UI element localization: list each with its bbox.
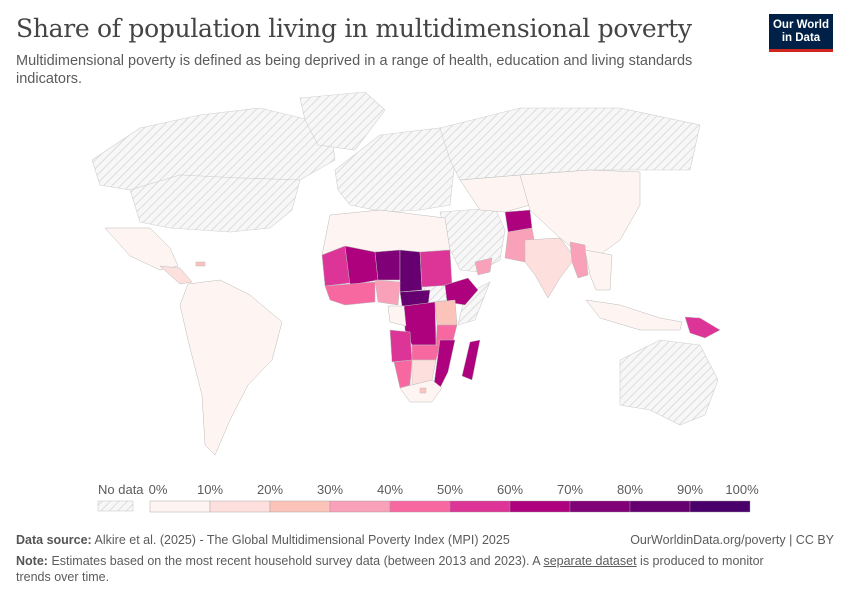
legend-bin-2[interactable]	[269, 500, 331, 513]
note-text: Estimates based on the most recent house…	[51, 554, 544, 568]
region-indonesia[interactable]	[585, 299, 683, 331]
legend-bin-7[interactable]	[569, 500, 631, 513]
region-australia[interactable]	[619, 339, 719, 426]
note-label: Note:	[16, 554, 48, 568]
legend-bin-4[interactable]	[389, 500, 451, 513]
note: Note: Estimates based on the most recent…	[16, 553, 796, 585]
region-greenland[interactable]	[299, 91, 386, 151]
chart-subtitle: Multidimensional poverty is defined as b…	[16, 53, 693, 87]
region-ethiopia[interactable]	[444, 277, 479, 306]
legend	[97, 500, 751, 513]
legend-tick-label: 40%	[376, 482, 404, 497]
region-chad[interactable]	[399, 249, 423, 293]
legend-no-data-swatch	[97, 500, 134, 512]
source-label: Data source:	[16, 533, 92, 547]
region-sudan[interactable]	[419, 249, 453, 288]
legend-bin-6[interactable]	[509, 500, 571, 513]
region-gabon-congo[interactable]	[387, 305, 407, 327]
legend-tick-label: 80%	[616, 482, 644, 497]
legend-tick-label: 0%	[148, 482, 168, 497]
region-mexico[interactable]	[104, 227, 179, 271]
legend-tick-label: 30%	[316, 482, 344, 497]
region-somalia[interactable]	[457, 281, 491, 326]
legend-bin-1[interactable]	[209, 500, 271, 513]
region-haiti[interactable]	[195, 261, 206, 267]
region-angola[interactable]	[389, 329, 413, 363]
region-mozambique[interactable]	[433, 339, 456, 389]
region-yemen[interactable]	[474, 257, 493, 276]
region-mali[interactable]	[344, 245, 379, 286]
note-text-end: is produced to monitor trends over time.	[16, 554, 764, 584]
legend-bin-9[interactable]	[689, 500, 751, 513]
region-central-america[interactable]	[159, 265, 193, 285]
legend-tick-label: 20%	[256, 482, 284, 497]
region-canada-alaska[interactable]	[91, 107, 336, 191]
region-myanmar[interactable]	[569, 241, 589, 279]
legend-bin-0[interactable]	[149, 500, 211, 513]
chart-title: Share of population living in multidimen…	[16, 14, 692, 43]
region-zambia[interactable]	[411, 344, 441, 361]
region-usa[interactable]	[129, 174, 301, 233]
legend-tick-label: 50%	[436, 482, 464, 497]
legend-tick-label: 10%	[196, 482, 224, 497]
owid-logo[interactable]: Our World in Data	[769, 14, 833, 52]
legend-tick-label: 90%	[676, 482, 704, 497]
region-eswatini-lesotho[interactable]	[419, 387, 427, 394]
legend-bin-5[interactable]	[449, 500, 511, 513]
region-southeast-asia[interactable]	[584, 249, 613, 291]
region-madagascar[interactable]	[461, 339, 481, 381]
data-source: Data source: Alkire et al. (2025) - The …	[16, 533, 510, 547]
legend-tick-label: 70%	[556, 482, 584, 497]
region-russia[interactable]	[439, 107, 701, 181]
legend-bin-3[interactable]	[329, 500, 391, 513]
region-nigeria[interactable]	[374, 279, 401, 306]
legend-no-data-label: No data	[98, 482, 144, 497]
source-url[interactable]: OurWorldinData.org/poverty | CC BY	[630, 533, 834, 547]
legend-tick-label: 100%	[725, 482, 759, 497]
region-south-america[interactable]	[179, 279, 283, 456]
region-india[interactable]	[524, 237, 576, 299]
legend-tick-label: 60%	[496, 482, 524, 497]
region-papua-new-guinea[interactable]	[684, 316, 721, 339]
legend-bin-8[interactable]	[629, 500, 691, 513]
region-china[interactable]	[519, 169, 641, 263]
source-text[interactable]: Alkire et al. (2025) - The Global Multid…	[94, 533, 510, 547]
region-central-asia[interactable]	[459, 174, 531, 213]
region-kenya[interactable]	[434, 299, 458, 326]
separate-dataset-link[interactable]: separate dataset	[543, 554, 637, 568]
region-namibia[interactable]	[393, 359, 413, 389]
region-niger[interactable]	[374, 249, 401, 281]
region-west-africa-coast[interactable]	[324, 281, 376, 306]
region-europe[interactable]	[334, 127, 456, 213]
